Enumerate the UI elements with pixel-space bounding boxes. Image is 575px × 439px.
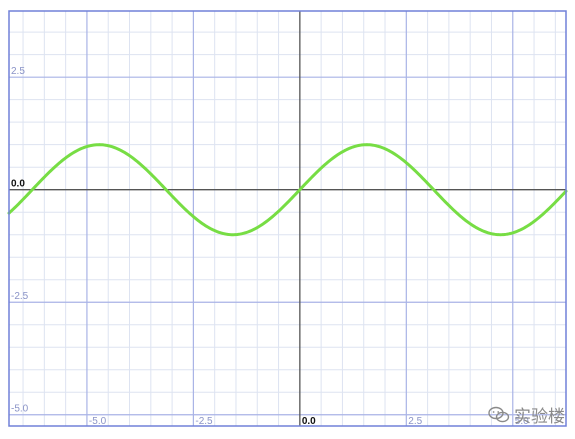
x-tick-label: 0.0: [302, 416, 316, 427]
y-tick-label: -2.5: [11, 291, 29, 302]
plot-frame: [8, 10, 567, 427]
x-tick-label: 5.0: [515, 416, 529, 427]
x-tick-label: 2.5: [408, 416, 422, 427]
y-tick-label: 2.5: [11, 66, 25, 77]
major-grid: [9, 11, 566, 426]
wechat-icon: [488, 406, 510, 422]
minor-grid: [9, 11, 566, 426]
y-tick-label: 0.0: [11, 179, 25, 190]
watermark-text: 实验楼: [514, 407, 565, 427]
watermark: 实验楼: [488, 402, 565, 427]
x-tick-label: -5.0: [89, 416, 107, 427]
series-layer: [7, 143, 568, 237]
axes: [9, 11, 566, 426]
sine-curve: [7, 143, 568, 237]
y-tick-label: -5.0: [11, 404, 29, 415]
tick-labels: -5.0 -2.5 0.0 2.5 5.0 2.5 0.0 -2.5 -5.0: [11, 66, 529, 427]
x-tick-label: -2.5: [195, 416, 213, 427]
